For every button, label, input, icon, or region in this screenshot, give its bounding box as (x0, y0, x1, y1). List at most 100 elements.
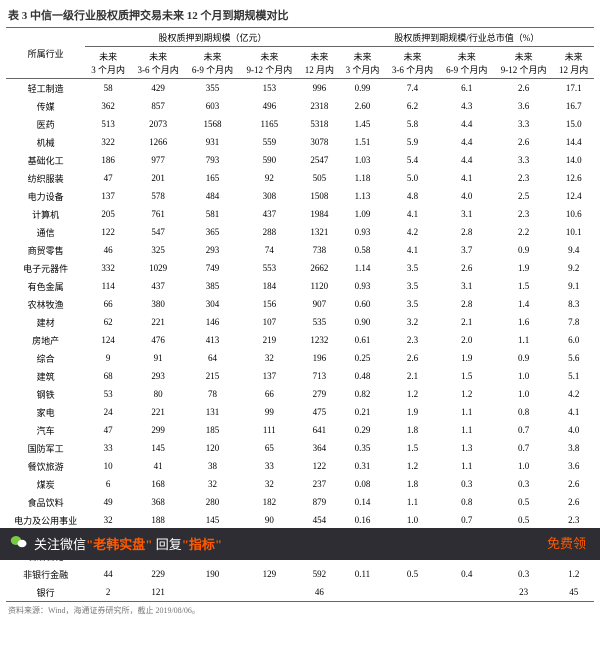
cell-ratio: 1.1 (440, 457, 494, 475)
cell-ratio: 1.9 (385, 403, 439, 421)
cell-amount: 114 (85, 277, 131, 295)
cell-amount: 221 (131, 403, 185, 421)
cell-amount: 121 (131, 583, 185, 602)
cell-amount: 201 (131, 169, 185, 187)
cell-amount (240, 583, 299, 602)
cell-ratio: 3.5 (385, 277, 439, 295)
cell-amount: 41 (131, 457, 185, 475)
cell-ratio: 1.2 (385, 385, 439, 403)
cell-amount: 1508 (299, 187, 340, 205)
cell-ratio: 1.2 (440, 385, 494, 403)
cell-ratio: 1.5 (494, 277, 553, 295)
cell-amount: 62 (85, 313, 131, 331)
cell-amount: 1120 (299, 277, 340, 295)
cell-industry: 房地产 (6, 331, 85, 349)
cell-amount: 9 (85, 349, 131, 367)
cell-amount: 1029 (131, 259, 185, 277)
cell-amount: 332 (85, 259, 131, 277)
cell-amount: 205 (85, 205, 131, 223)
cell-amount: 111 (240, 421, 299, 439)
cell-industry: 汽车 (6, 421, 85, 439)
wechat-icon (10, 534, 28, 554)
cell-ratio: 9.4 (553, 241, 594, 259)
cell-ratio: 3.2 (385, 313, 439, 331)
cell-industry: 有色金属 (6, 277, 85, 295)
cell-ratio: 1.8 (385, 421, 439, 439)
cell-amount: 68 (85, 367, 131, 385)
cell-ratio: 0.60 (340, 295, 386, 313)
pledge-table: 所属行业 股权质押到期规模（亿元） 股权质押到期规模/行业总市值（%） 未来3 … (6, 27, 594, 602)
table-row: 基础化工18697779359025471.035.44.43.314.0 (6, 151, 594, 169)
cell-amount: 553 (240, 259, 299, 277)
cell-ratio: 0.25 (340, 349, 386, 367)
cell-amount: 184 (240, 277, 299, 295)
cell-ratio: 8.3 (553, 295, 594, 313)
cell-ratio: 0.08 (340, 475, 386, 493)
cell-ratio: 0.8 (494, 403, 553, 421)
cell-ratio: 4.2 (553, 385, 594, 403)
cell-ratio: 0.9 (494, 349, 553, 367)
col-b2: 未来6-9 个月内 (440, 47, 494, 79)
cell-amount: 6 (85, 475, 131, 493)
cell-amount: 380 (131, 295, 185, 313)
cell-ratio: 1.9 (494, 259, 553, 277)
col-b1: 未来3-6 个月内 (385, 47, 439, 79)
footnote: 资料来源：Wind，海通证券研究所，截止 2019/08/06。 (6, 602, 594, 616)
cell-ratio: 3.7 (440, 241, 494, 259)
cell-ratio (340, 583, 386, 602)
cell-amount: 454 (299, 511, 340, 529)
banner-button[interactable]: 免费领 (547, 533, 586, 552)
table-row: 有色金属11443738518411200.933.53.11.59.1 (6, 277, 594, 295)
cell-ratio: 2.6 (494, 79, 553, 98)
cell-amount: 124 (85, 331, 131, 349)
cell-amount: 74 (240, 241, 299, 259)
table-row: 电力设备13757848430815081.134.84.02.512.4 (6, 187, 594, 205)
cell-amount: 355 (185, 79, 239, 98)
cell-ratio: 0.82 (340, 385, 386, 403)
cell-ratio: 45 (553, 583, 594, 602)
cell-ratio: 9.2 (553, 259, 594, 277)
cell-amount: 308 (240, 187, 299, 205)
cell-amount: 857 (131, 97, 185, 115)
cell-amount: 237 (299, 475, 340, 493)
cell-ratio: 5.4 (385, 151, 439, 169)
cell-ratio: 1.1 (385, 493, 439, 511)
cell-amount: 581 (185, 205, 239, 223)
cell-amount: 547 (131, 223, 185, 241)
cell-ratio: 1.2 (553, 565, 594, 583)
cell-amount: 47 (85, 169, 131, 187)
cell-ratio: 1.0 (494, 385, 553, 403)
cell-amount: 32 (240, 349, 299, 367)
cell-industry: 基础化工 (6, 151, 85, 169)
cell-amount: 1266 (131, 133, 185, 151)
cell-industry: 机械 (6, 133, 85, 151)
table-row: 钢铁538078662790.821.21.21.04.2 (6, 385, 594, 403)
col-a3: 未来9-12 个月内 (240, 47, 299, 79)
cell-amount: 1568 (185, 115, 239, 133)
sub-header-row: 未来3 个月内 未来3-6 个月内 未来6-9 个月内 未来9-12 个月内 未… (6, 47, 594, 79)
table-row: 家电24221131994750.211.91.10.84.1 (6, 403, 594, 421)
cell-amount: 3078 (299, 133, 340, 151)
banner-text-2: 回复 (156, 537, 182, 552)
cell-ratio: 1.8 (385, 475, 439, 493)
cell-ratio: 2.6 (385, 349, 439, 367)
table-row: 电力及公用事业32188145904540.161.00.70.52.3 (6, 511, 594, 529)
cell-ratio: 4.2 (385, 223, 439, 241)
promo-banner[interactable]: 关注微信"老韩实盘" 回复"指标" 免费领 (0, 528, 600, 560)
col-b4: 未来12 月内 (553, 47, 594, 79)
cell-ratio: 2.6 (553, 493, 594, 511)
col-group-ratio: 股权质押到期规模/行业总市值（%） (340, 28, 594, 47)
cell-amount: 122 (85, 223, 131, 241)
col-a0: 未来3 个月内 (85, 47, 131, 79)
col-industry: 所属行业 (6, 28, 85, 79)
cell-amount: 78 (185, 385, 239, 403)
cell-ratio: 4.1 (553, 403, 594, 421)
cell-amount (185, 583, 239, 602)
cell-amount: 2 (85, 583, 131, 602)
banner-highlight-2: "指标" (182, 537, 222, 552)
cell-amount: 293 (131, 367, 185, 385)
cell-ratio: 4.1 (440, 169, 494, 187)
cell-industry: 计算机 (6, 205, 85, 223)
cell-amount: 641 (299, 421, 340, 439)
cell-ratio: 2.8 (440, 223, 494, 241)
